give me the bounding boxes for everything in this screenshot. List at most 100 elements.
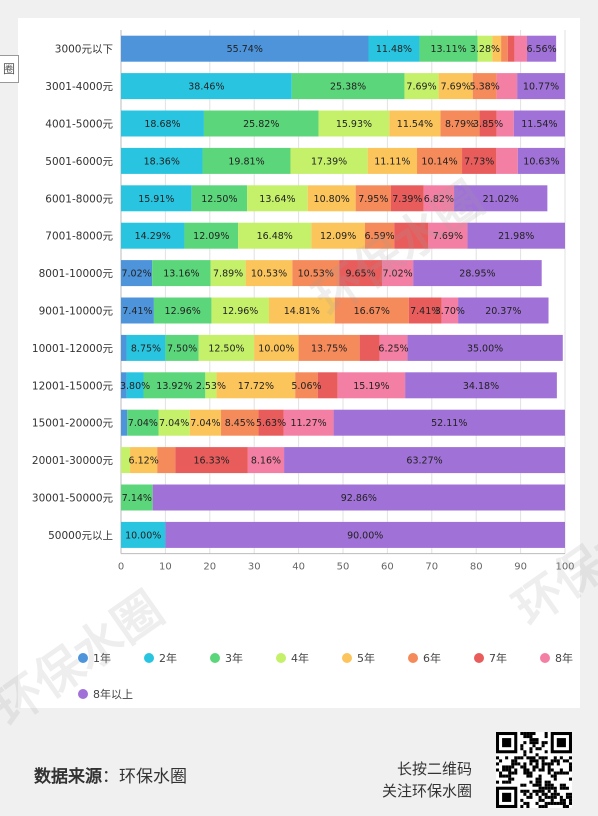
bar-segment (379, 334, 408, 361)
qr-module (499, 774, 503, 778)
qr-module (535, 780, 539, 784)
data-label: 13.16% (163, 269, 199, 280)
legend-swatch (78, 689, 88, 699)
qr-code-icon[interactable] (496, 732, 572, 808)
qr-module (526, 789, 530, 793)
qr-module (541, 789, 545, 793)
bar-segment (121, 484, 153, 511)
qr-module (547, 783, 551, 787)
qr-module (547, 795, 551, 799)
qr-module (535, 759, 539, 763)
data-label: 7.41% (410, 306, 440, 317)
bar-segment (311, 222, 365, 249)
qr-module (559, 798, 563, 802)
bar-segment (496, 110, 514, 137)
qr-module (547, 786, 551, 790)
category-label: 5001-6000元 (45, 156, 113, 168)
qr-module (496, 756, 500, 760)
qr-module (538, 804, 542, 808)
x-tick-label: 80 (470, 562, 483, 573)
source-separator: ： (102, 767, 119, 787)
bar-segment (121, 260, 153, 287)
data-label: 11.54% (397, 119, 433, 130)
legend-item[interactable]: 8年以上 (78, 686, 133, 702)
qr-module (529, 732, 533, 736)
bar-segment (165, 334, 199, 361)
bar-segment (290, 147, 368, 174)
data-label: 90.00% (347, 530, 383, 541)
data-label: 12.09% (320, 231, 356, 242)
data-label: 6.25% (378, 343, 408, 354)
data-source: 数据来源：环保水圈 (34, 762, 187, 787)
qr-module (529, 795, 533, 799)
qr-module (529, 774, 533, 778)
legend-item[interactable]: 6年 (408, 650, 441, 666)
data-label: 20.37% (485, 306, 521, 317)
data-label: 12.50% (208, 343, 244, 354)
qr-module (526, 735, 530, 739)
qr-module (550, 774, 554, 778)
qr-module (529, 735, 533, 739)
data-label: 3.85% (473, 119, 503, 130)
side-tab[interactable]: 圈 (0, 55, 19, 83)
qr-module (568, 768, 572, 772)
legend-item[interactable]: 5年 (342, 650, 375, 666)
qr-module (553, 771, 557, 775)
legend-swatch (540, 653, 550, 663)
category-label: 4001-5000元 (45, 119, 113, 131)
qr-module (541, 741, 545, 745)
legend-item[interactable]: 1年 (78, 650, 111, 666)
qr-module (556, 738, 566, 748)
qr-module (523, 768, 527, 772)
qr-module (508, 777, 512, 781)
data-label: 16.48% (257, 231, 293, 242)
qr-module (532, 759, 536, 763)
qr-module (568, 798, 572, 802)
bar-segment (413, 260, 542, 287)
legend-swatch (474, 653, 484, 663)
bar-segment (298, 334, 360, 361)
qr-module (541, 744, 545, 748)
qr-module (520, 744, 524, 748)
data-label: 18.68% (144, 119, 180, 130)
qr-module (535, 765, 539, 769)
qr-module (532, 789, 536, 793)
qr-module (535, 738, 539, 742)
data-label: 7.95% (358, 194, 388, 205)
bar-segment (247, 447, 285, 474)
data-label: 3.70% (435, 306, 465, 317)
legend-item[interactable]: 4年 (276, 650, 309, 666)
legend-item[interactable]: 7年 (474, 650, 507, 666)
category-label: 10001-12000元 (32, 343, 114, 355)
qr-module (529, 792, 533, 796)
legend-item[interactable]: 8年 (540, 650, 573, 666)
bar-segment (517, 73, 565, 100)
data-label: 19.81% (228, 156, 264, 167)
qr-module (559, 801, 563, 805)
bar-segment (359, 334, 380, 361)
qr-module (514, 759, 518, 763)
qr-module (499, 759, 503, 763)
bar-segment (158, 409, 190, 436)
qr-module (541, 804, 545, 808)
qr-module (541, 759, 545, 763)
data-label: 7.41% (122, 306, 152, 317)
qr-module (505, 756, 509, 760)
qr-module (544, 786, 548, 790)
bar-segment (126, 372, 144, 399)
bar-segment (121, 185, 192, 212)
legend-swatch (78, 653, 88, 663)
qr-module (526, 801, 530, 805)
legend-label: 2年 (159, 652, 177, 665)
data-label: 17.72% (238, 381, 274, 392)
legend-item[interactable]: 2年 (144, 650, 177, 666)
qr-module (538, 780, 542, 784)
bar-segment (205, 372, 217, 399)
category-label: 7001-8000元 (45, 231, 113, 243)
qr-module (568, 756, 572, 760)
qr-module (520, 732, 524, 736)
qr-module (538, 786, 542, 790)
data-label: 7.69% (441, 82, 471, 93)
legend-item[interactable]: 3年 (210, 650, 243, 666)
qr-module (541, 798, 545, 802)
